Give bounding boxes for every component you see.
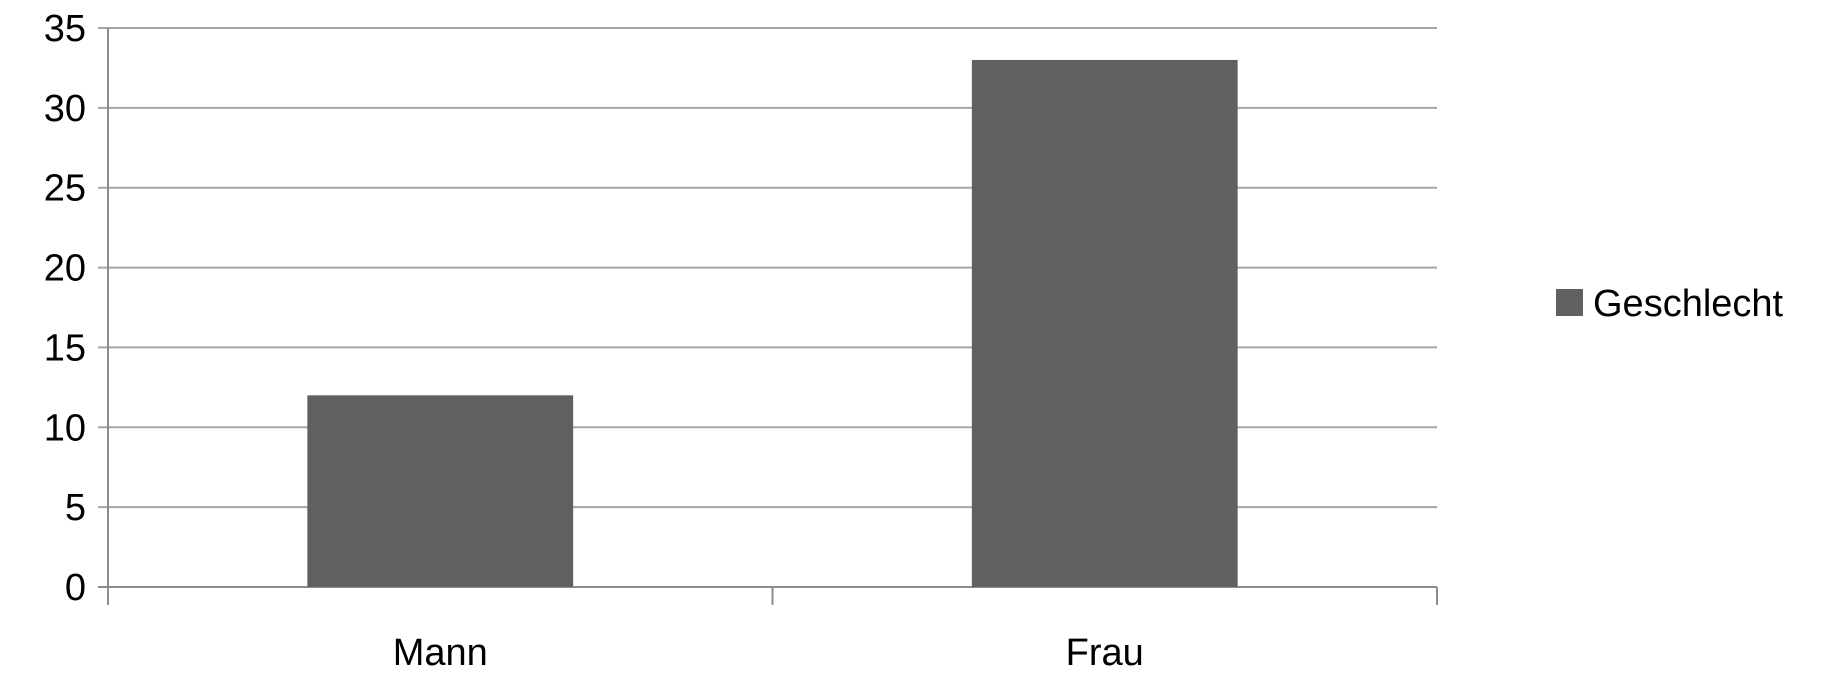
axes [107, 28, 1438, 605]
y-tick-label-5: 5 [65, 487, 86, 529]
x-tick-label-mann: Mann [393, 632, 488, 674]
y-tick-label-10: 10 [44, 407, 86, 449]
y-tick-label-20: 20 [44, 248, 86, 290]
x-tick-labels: Mann Frau [393, 632, 1144, 674]
y-tick-label-30: 30 [44, 88, 86, 130]
y-tick-label-0: 0 [65, 567, 86, 609]
y-tick-label-35: 35 [44, 8, 86, 50]
x-tick-label-frau: Frau [1066, 632, 1144, 674]
y-tick-label-25: 25 [44, 168, 86, 210]
legend-label-geschlecht: Geschlecht [1593, 283, 1784, 325]
legend-swatch-geschlecht [1556, 289, 1583, 316]
legend: Geschlecht [1556, 283, 1784, 325]
y-tick-labels: 0 5 10 15 20 25 30 35 [44, 8, 86, 609]
bar-mann [307, 395, 574, 587]
bar-frau [971, 59, 1238, 587]
bars [307, 59, 1238, 587]
y-tick-label-15: 15 [44, 327, 86, 369]
